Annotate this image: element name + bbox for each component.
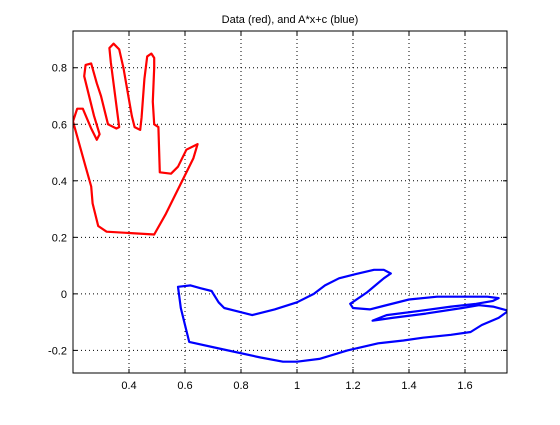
y-tick-label: 0	[61, 289, 67, 301]
x-tick-label: 1.6	[457, 380, 472, 392]
plot-area	[73, 31, 507, 373]
series-line-blue	[176, 268, 507, 363]
series-layer	[73, 42, 507, 363]
series-line-red	[73, 42, 199, 236]
x-tick-label: 1.2	[345, 380, 360, 392]
ticks	[73, 31, 507, 373]
x-tick-label: 1.4	[401, 380, 416, 392]
y-tick-label: -0.2	[48, 345, 67, 357]
y-tick-label: 0.4	[52, 176, 67, 188]
chart-title: Data (red), and A*x+c (blue)	[222, 14, 359, 26]
x-tick-label: 1	[294, 380, 300, 392]
y-tick-label: 0.8	[52, 63, 67, 75]
x-tick-label: 0.8	[233, 380, 248, 392]
x-tick-label: 0.4	[121, 380, 136, 392]
axes-box	[72, 30, 508, 374]
x-tick-label: 0.6	[177, 380, 192, 392]
y-tick-label: 0.2	[52, 232, 67, 244]
tick-labels: 0.4 0.6 0.8 1 1.2 1.4 1.6 -0.2 0 0.2 0.4 0.6 0.8	[48, 63, 473, 392]
y-tick-label: 0.6	[52, 119, 67, 131]
